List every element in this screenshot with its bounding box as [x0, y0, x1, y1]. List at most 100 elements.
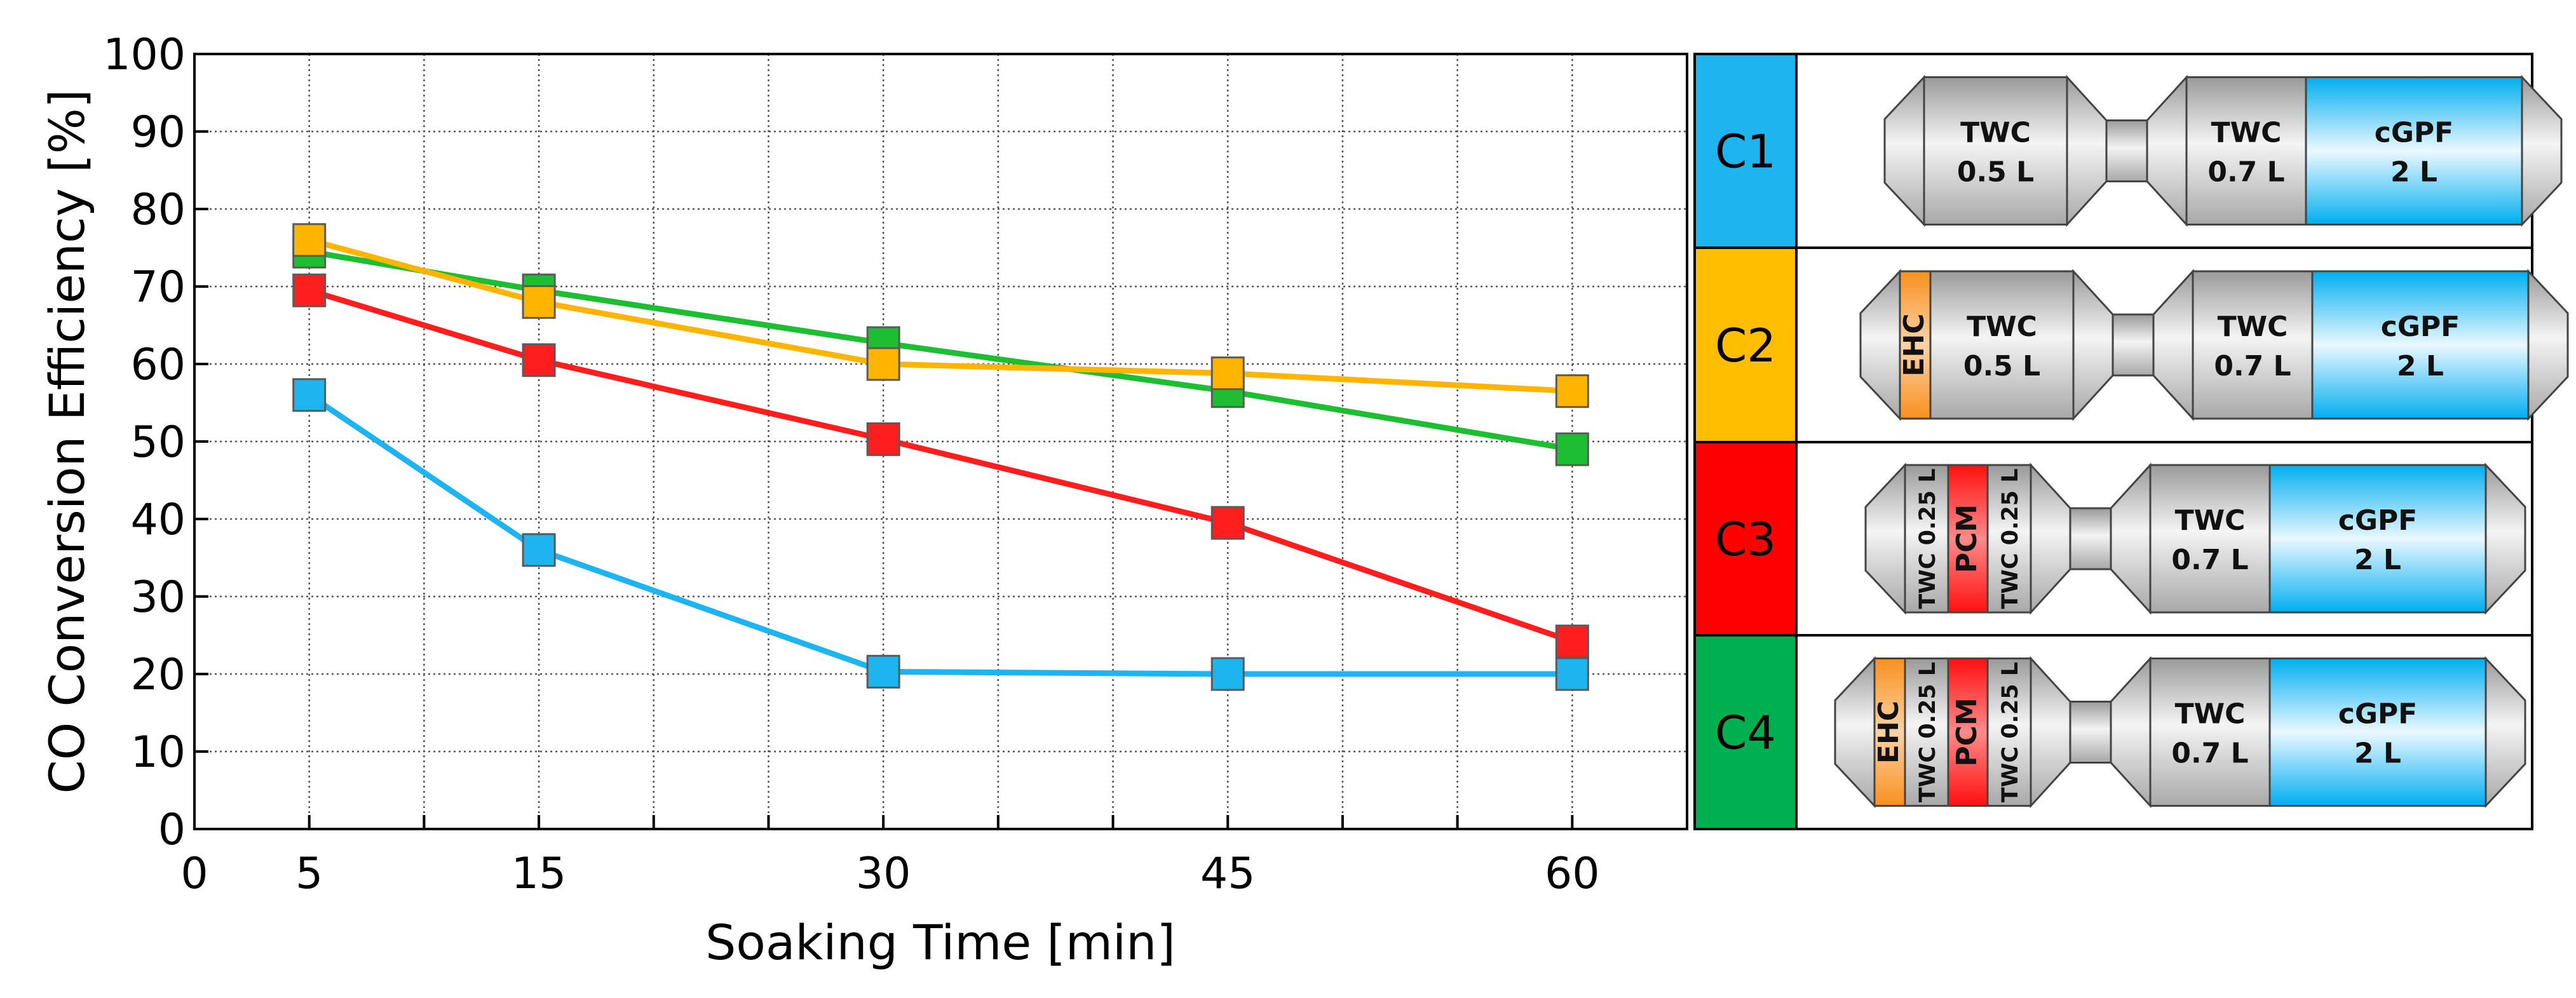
grid — [194, 54, 1687, 829]
substrate-body — [1986, 464, 2032, 614]
substrate-label: 0.5 L — [1957, 156, 2034, 189]
substrate-label: cGPF — [2338, 698, 2418, 731]
y-tick-label: 0 — [158, 805, 186, 855]
data-point-c3 — [522, 343, 556, 377]
data-point-c3 — [1555, 624, 1589, 659]
outlet-cone — [2521, 74, 2563, 227]
axis-labels: 0 10 20 30 40 50 60 70 80 90 100 0 5 15 30 45 60 — [103, 30, 1599, 899]
close-coupled-converter: EHC TWC 0.25 L PCM TWC 0.25 L — [1834, 656, 2071, 809]
substrate-body — [2149, 464, 2271, 614]
data-point-c1 — [292, 378, 327, 412]
substrate-ehc: EHC — [1898, 270, 1932, 420]
substrate-gpf: cGPF 2 L — [2268, 657, 2487, 807]
data-point-c1 — [866, 654, 900, 689]
substrate-body — [2268, 657, 2487, 807]
substrate-label: 0.5 L — [1963, 350, 2040, 382]
connecting-pipe — [2069, 507, 2112, 570]
case-label: C4 — [1715, 706, 1776, 760]
substrate-body — [1899, 270, 1932, 420]
x-tick-label: 0 — [180, 849, 208, 899]
substrate-label: PCM — [1951, 698, 1983, 766]
substrate-twc: TWC 0.7 L — [2149, 464, 2271, 614]
substrate-label: EHC — [1873, 701, 1905, 764]
close-coupled-converter: TWC 0.25 L PCM TWC 0.25 L — [1864, 462, 2071, 615]
underfloor-converter: TWC 0.7 L cGPF 2 L — [2146, 74, 2563, 227]
case-color-cell — [1693, 53, 1798, 249]
x-tick-label: 60 — [1545, 849, 1600, 899]
substrate-label: TWC — [1967, 311, 2037, 343]
y-tick-label: 10 — [130, 727, 186, 778]
substrate-twc: TWC 0.7 L — [2149, 657, 2271, 807]
case-label: C2 — [1715, 319, 1776, 372]
substrate-twc: TWC 0.7 L — [2192, 270, 2314, 420]
data-point-c1 — [522, 533, 556, 567]
data-point-c1 — [1555, 657, 1589, 691]
substrate-ehc: EHC — [1873, 657, 1906, 807]
data-point-c2 — [1555, 374, 1589, 408]
substrate-label: TWC 0.25 L — [1915, 468, 1941, 609]
substrate-body — [1904, 464, 1949, 614]
y-tick-label: 80 — [130, 185, 186, 235]
config-row-c3: C3 TWC 0.25 L PCM TWC 0.25 L TWC 0.7 L cGPF 2 L — [1693, 441, 2533, 637]
config-row-c1: C1 TWC 0.5 L TWC 0.7 L cGPF 2 L — [1693, 53, 2563, 249]
substrate-twc: TWC 0.5 L — [1923, 76, 2068, 226]
substrate-label: 2 L — [2354, 544, 2401, 576]
case-color-cell — [1693, 441, 1798, 637]
substrate-label: TWC 0.25 L — [1915, 662, 1941, 802]
close-coupled-converter: TWC 0.5 L — [1883, 74, 2108, 227]
substrate-body — [1947, 464, 1989, 614]
data-point-c2 — [522, 285, 556, 319]
substrate-label: 2 L — [2354, 738, 2401, 770]
substrate-twc-rot: TWC 0.25 L — [1904, 464, 1949, 614]
substrate-body — [1929, 270, 2075, 420]
substrate-body — [1986, 657, 2032, 807]
substrate-gpf: cGPF 2 L — [2268, 464, 2487, 614]
substrate-body — [2185, 76, 2307, 226]
y-tick-label: 100 — [103, 30, 186, 80]
config-row-c4: C4 EHC TWC 0.25 L PCM TWC 0.25 L TWC 0.7 L cGPF… — [1693, 634, 2533, 830]
substrate-body — [2149, 657, 2271, 807]
substrate-body — [1904, 657, 1949, 807]
connecting-pipe — [2069, 701, 2112, 764]
data-point-c3 — [866, 422, 900, 456]
y-tick-label: 70 — [130, 262, 186, 313]
substrate-label: 0.7 L — [2171, 738, 2248, 770]
series-c3 — [292, 273, 1589, 659]
substrate-label: PCM — [1951, 504, 1983, 573]
substrate-twc-rot: TWC 0.25 L — [1904, 657, 1949, 807]
y-axis-title: CO Conversion Efficiency [%] — [39, 89, 95, 793]
substrate-label: TWC — [1960, 117, 2031, 149]
substrate-pcm: PCM — [1947, 657, 1989, 807]
substrate-twc: TWC 0.7 L — [2185, 76, 2307, 226]
substrate-body — [1947, 657, 1989, 807]
y-tick-label: 60 — [130, 340, 186, 390]
data-point-c2 — [292, 223, 327, 257]
substrate-label: EHC — [1898, 313, 1930, 376]
substrate-body — [2311, 270, 2530, 420]
x-tick-label: 45 — [1200, 849, 1256, 899]
substrate-label: TWC — [2175, 504, 2246, 537]
connecting-pipe — [2105, 119, 2148, 182]
substrate-label: 2 L — [2397, 350, 2444, 382]
x-tick-label: 30 — [856, 849, 911, 899]
axes — [193, 53, 1688, 830]
plot-area — [194, 54, 1687, 829]
config-row-c2: C2 EHC TWC 0.5 L TWC 0.7 L cGPF 2 L — [1693, 246, 2569, 443]
x-tick-label: 5 — [295, 849, 323, 899]
connecting-pipe — [2112, 313, 2155, 377]
substrate-label: TWC — [2175, 698, 2246, 731]
series-c1 — [292, 378, 1589, 691]
data-point-c3 — [1210, 506, 1245, 540]
y-tick-label: 50 — [130, 417, 186, 468]
substrate-twc: TWC 0.5 L — [1929, 270, 2075, 420]
substrate-label: 0.7 L — [2214, 350, 2291, 382]
series-group — [292, 223, 1589, 691]
data-point-c3 — [292, 273, 327, 307]
substrate-twc-rot: TWC 0.25 L — [1986, 464, 2032, 614]
substrate-label: 0.7 L — [2207, 156, 2284, 189]
series-c2 — [292, 223, 1589, 408]
underfloor-converter: TWC 0.7 L cGPF 2 L — [2110, 462, 2526, 615]
data-point-c1 — [1210, 657, 1245, 691]
